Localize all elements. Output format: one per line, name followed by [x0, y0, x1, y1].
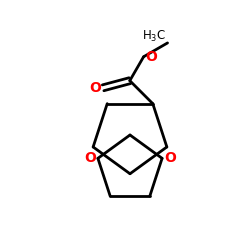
Text: O: O: [90, 81, 102, 95]
Text: H$_3$C: H$_3$C: [142, 29, 166, 44]
Text: O: O: [145, 50, 157, 64]
Text: O: O: [84, 151, 96, 165]
Text: O: O: [164, 151, 176, 165]
